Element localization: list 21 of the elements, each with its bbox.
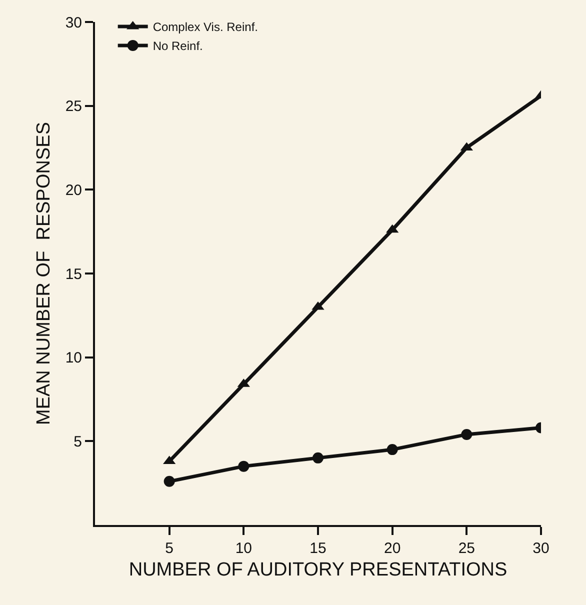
y-tick-label: 5 — [74, 433, 82, 450]
legend-label: No Reinf. — [152, 39, 203, 54]
legend-label: Complex Vis. Reinf. — [152, 20, 258, 34]
x-tick-label: 10 — [235, 540, 252, 557]
point — [461, 428, 472, 440]
x-axis-title: NUMBER OF AUDITORY PRESENTATIONS — [128, 559, 508, 580]
x-tick-label: 5 — [165, 540, 174, 557]
x-tick-label: 15 — [310, 540, 326, 557]
x-tick-label: 30 — [532, 540, 550, 557]
y-tick-label: 15 — [65, 266, 82, 283]
y-tick-label: 30 — [65, 14, 82, 32]
point — [386, 444, 398, 456]
point — [238, 460, 250, 472]
y-tick-label: 20 — [65, 182, 82, 199]
y-tick-label: 25 — [65, 98, 82, 116]
x-tick-label: 20 — [384, 540, 401, 557]
y-tick-label: 10 — [65, 350, 82, 367]
point — [312, 452, 324, 464]
y-axis-title: MEAN NUMBER OF RESPONSES — [34, 122, 55, 425]
point — [164, 476, 175, 487]
x-tick-label: 25 — [458, 540, 476, 557]
